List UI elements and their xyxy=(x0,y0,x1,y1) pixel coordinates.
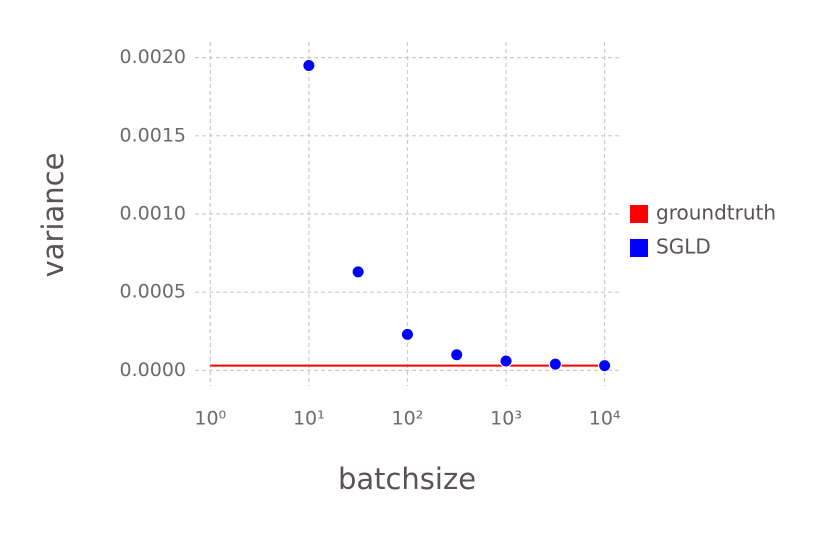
x-tick-label: 10⁰ xyxy=(194,408,226,430)
x-tick-label: 10¹ xyxy=(293,408,325,430)
legend-label: SGLD xyxy=(656,235,711,259)
y-tick-label: 0.0005 xyxy=(120,281,186,303)
point xyxy=(548,357,562,371)
point xyxy=(400,327,414,341)
legend-label: groundtruth xyxy=(656,201,776,225)
point xyxy=(351,265,365,279)
point xyxy=(302,58,316,72)
point xyxy=(450,348,464,362)
x-tick-label: 10² xyxy=(392,408,424,430)
legend-swatch xyxy=(630,239,648,257)
x-tick-label: 10⁴ xyxy=(589,408,621,430)
point xyxy=(598,359,612,373)
y-tick-label: 0.0015 xyxy=(120,124,186,146)
x-tick-label: 10³ xyxy=(490,408,522,430)
y-tick-label: 0.0000 xyxy=(120,359,186,381)
y-tick-label: 0.0020 xyxy=(120,46,186,68)
y-tick-label: 0.0010 xyxy=(120,203,186,225)
y-axis-label: variance xyxy=(36,153,70,278)
x-axis-label: batchsize xyxy=(338,462,476,496)
legend-swatch xyxy=(630,205,648,223)
point xyxy=(499,354,513,368)
